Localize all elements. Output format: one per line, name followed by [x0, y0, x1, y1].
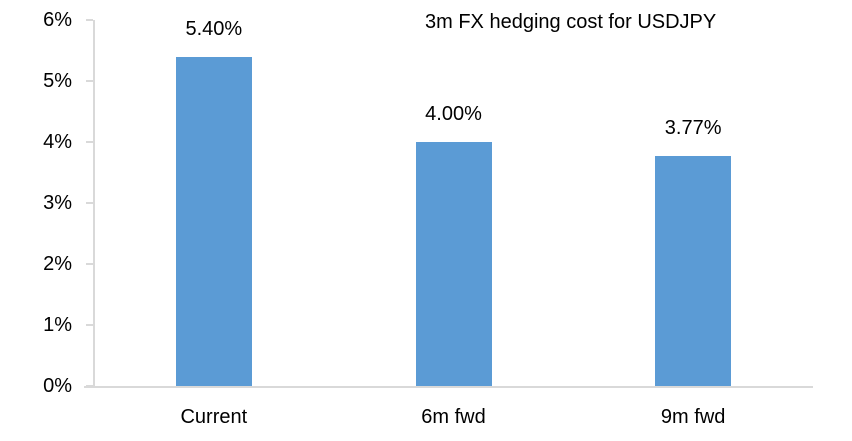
category-label: 9m fwd	[660, 406, 726, 428]
bar	[655, 156, 732, 386]
y-tick-label: 6%	[43, 9, 72, 31]
y-tick-label: 2%	[43, 253, 72, 275]
bar-value-label: 3.77%	[664, 117, 722, 140]
y-tick-mark	[86, 385, 93, 387]
bar	[415, 142, 492, 386]
y-tick-mark	[86, 263, 93, 265]
y-tick-label: 4%	[43, 131, 72, 153]
y-axis-line	[93, 20, 95, 388]
chart-title: 3m FX hedging cost for USDJPY	[425, 11, 717, 33]
y-tick-label: 0%	[43, 375, 72, 397]
x-axis-line	[84, 386, 813, 388]
bar-value-label: 5.40%	[185, 17, 243, 40]
bar	[175, 56, 252, 386]
y-tick-mark	[86, 324, 93, 326]
y-tick-label: 1%	[43, 314, 72, 336]
y-tick-mark	[86, 19, 93, 21]
y-tick-label: 5%	[43, 70, 72, 92]
y-tick-label: 3%	[43, 192, 72, 214]
category-label: 6m fwd	[421, 406, 486, 428]
y-tick-mark	[86, 141, 93, 143]
bar-value-label: 4.00%	[425, 103, 482, 125]
y-tick-mark	[86, 202, 93, 204]
category-label: Current	[180, 406, 248, 428]
y-tick-mark	[86, 80, 93, 82]
